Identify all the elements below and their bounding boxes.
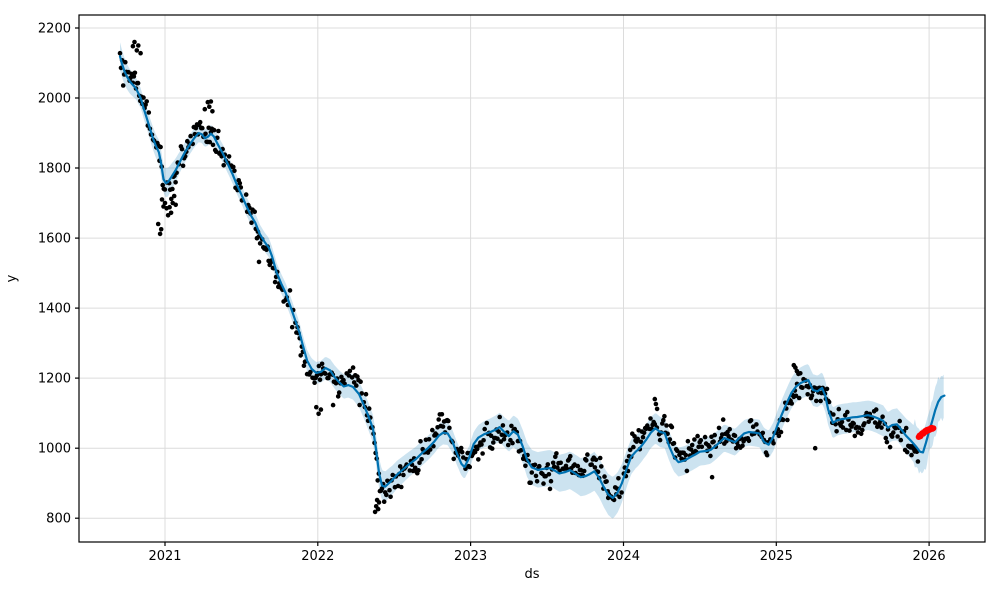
y-tick-label: 1800 [38, 162, 71, 177]
x-tick-label: 2025 [760, 549, 793, 564]
y-tick-label: 1600 [38, 232, 71, 247]
y-tick-label: 1000 [38, 442, 71, 457]
y-tick-label: 2000 [38, 92, 71, 107]
x-axis-label: ds [524, 567, 540, 582]
y-axis-label: y [4, 274, 20, 283]
y-tick-label: 1200 [38, 372, 71, 387]
y-tick-label: 1400 [38, 302, 71, 317]
x-tick-label: 2024 [607, 549, 640, 564]
y-tick-label: 2200 [38, 22, 71, 37]
uncertainty-band [120, 42, 944, 519]
axes-spines [78, 14, 986, 543]
x-tick-label: 2026 [913, 549, 946, 564]
forecast-trend-line [118, 55, 946, 499]
history-scatter-points [117, 50, 921, 505]
highlighted-recent-points [915, 424, 937, 440]
x-tick-label: 2022 [301, 549, 334, 564]
y-tick-label: 800 [46, 512, 71, 527]
history-outlier-points [130, 39, 913, 515]
x-tick-label: 2021 [148, 549, 181, 564]
x-tick-label: 2023 [454, 549, 487, 564]
